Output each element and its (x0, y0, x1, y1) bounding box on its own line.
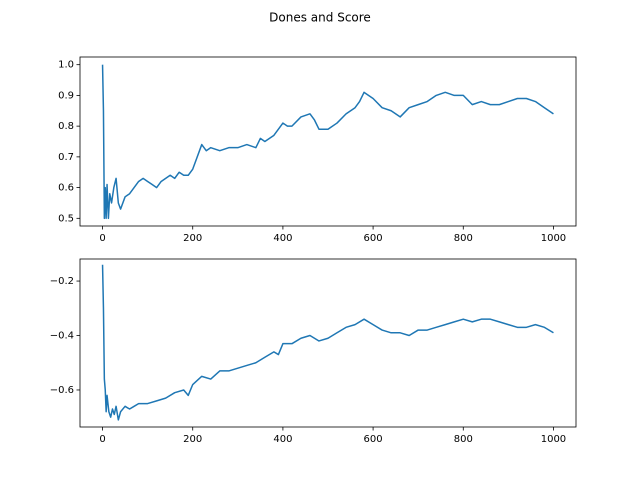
x-tick-label: 200 (183, 233, 202, 244)
y-tick-label: 0.6 (58, 183, 74, 194)
y-tick-label: 0.7 (58, 152, 74, 163)
x-tick-label: 600 (364, 233, 383, 244)
x-tick-label: 1000 (541, 434, 566, 445)
x-tick-label: 200 (183, 434, 202, 445)
x-tick-label: 400 (273, 233, 292, 244)
line (101, 64, 554, 220)
x-tick-label: 0 (99, 233, 105, 244)
axes-frame (79, 56, 577, 227)
y-tick-label: 0.9 (58, 90, 74, 101)
y-tick-label: 1.0 (58, 60, 74, 71)
x-tick-label: 0 (99, 434, 105, 445)
figure-title: Dones and Score (269, 11, 371, 25)
x-tick-label: 600 (364, 434, 383, 445)
y-tick-label: −0.4 (50, 331, 74, 342)
y-tick-label: 0.8 (58, 121, 74, 132)
axes-frame (79, 258, 577, 428)
y-tick-label: −0.6 (50, 385, 74, 396)
x-tick-label: 800 (454, 233, 473, 244)
x-tick-label: 400 (273, 434, 292, 445)
x-tick-label: 1000 (541, 233, 566, 244)
x-tick-label: 800 (454, 434, 473, 445)
y-tick-label: 0.5 (58, 213, 74, 224)
line (101, 264, 554, 421)
y-tick-label: −0.2 (50, 276, 74, 287)
